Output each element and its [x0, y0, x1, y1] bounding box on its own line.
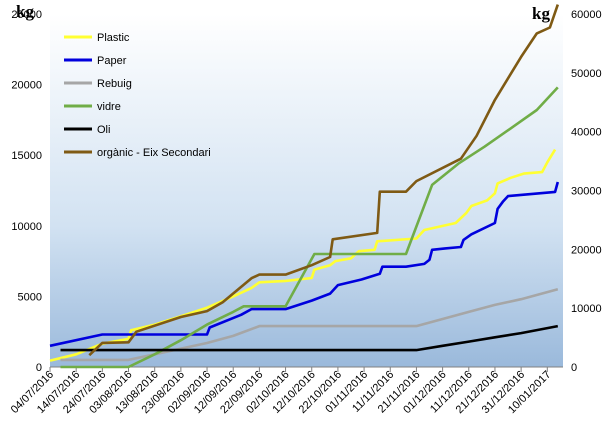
- y-left-tick-label: 15000: [11, 150, 42, 162]
- y-left-tick-label: 25000: [11, 9, 42, 21]
- series-line-oli: [60, 324, 559, 352]
- y-right-tick-label: 40000: [571, 127, 602, 139]
- y-left-tick-label: 5000: [18, 291, 42, 303]
- y-right-tick-label: 50000: [571, 68, 602, 80]
- legend: Plastic Paper Rebuig vidre Oli orgànic - Eix …: [64, 32, 211, 159]
- legend-label: Paper: [97, 55, 127, 67]
- left-axis-unit: kg: [16, 2, 34, 21]
- legend-label: orgànic - Eix Secondari: [97, 147, 211, 159]
- y-right-tick-label: 10000: [571, 303, 602, 315]
- y-left-tick-label: 10000: [11, 221, 42, 233]
- legend-label: Plastic: [97, 32, 130, 44]
- legend-label: vidre: [97, 101, 121, 113]
- y-left-tick-label: 20000: [11, 80, 42, 92]
- series-line-org-nic-eix-secondari: [88, 4, 560, 357]
- y-right-tick-label: 20000: [571, 244, 602, 256]
- series-line-paper: [49, 181, 560, 348]
- y-right-tick-label: 30000: [571, 186, 602, 198]
- legend-label: Rebuig: [97, 78, 132, 90]
- legend-label: Oli: [97, 124, 110, 136]
- series-line-vidre: [60, 86, 559, 369]
- y-left-tick-label: 0: [36, 362, 42, 374]
- right-axis-unit: kg: [532, 4, 550, 23]
- plot-area: [50, 14, 563, 367]
- y-right-tick-label: 0: [571, 362, 577, 374]
- y-right-tick-label: 60000: [571, 9, 602, 21]
